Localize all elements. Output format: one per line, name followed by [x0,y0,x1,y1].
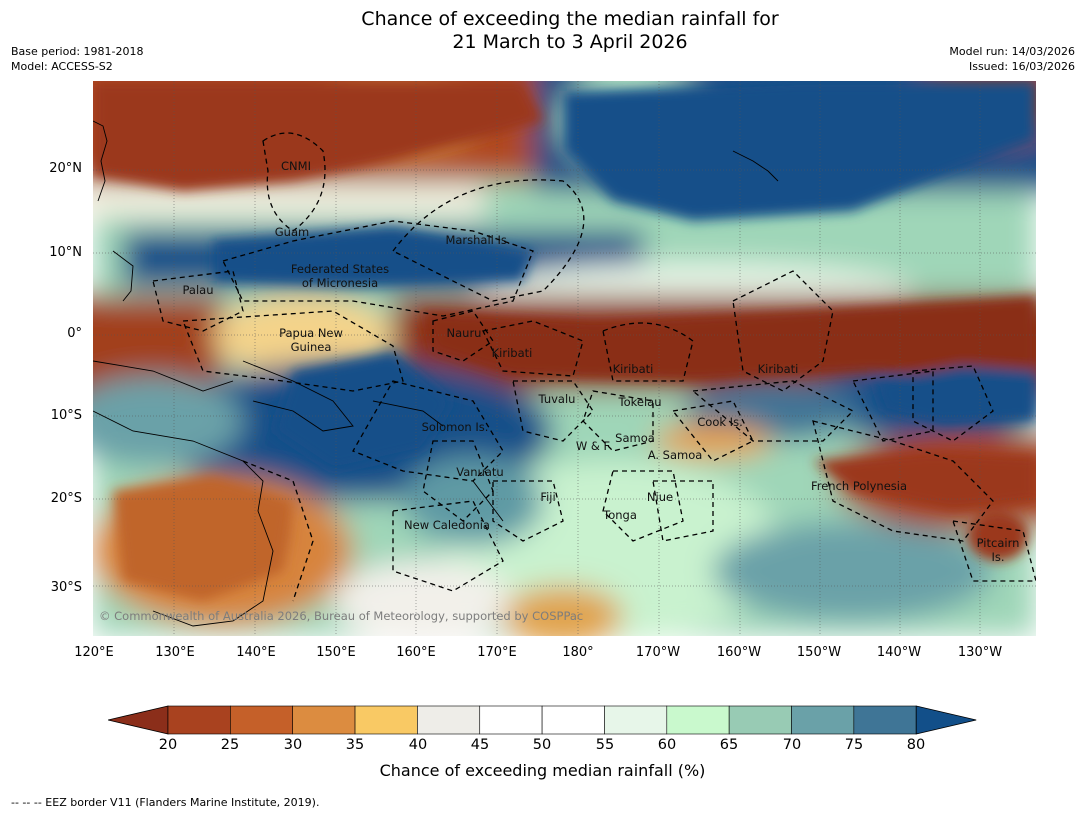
colorbar-segment [728,705,792,735]
label-marshall: Marshall Is. [445,233,511,247]
colorbar-segment [666,705,730,735]
label-png-line1: Papua New [279,326,343,340]
label-kiribati-east: Kiribati [757,362,799,376]
model-name: Model: ACCESS-S2 [11,60,113,73]
cb-tick-50: 50 [532,737,552,753]
label-solomon: Solomon Is. [421,420,489,434]
cb-tick-45: 45 [470,737,490,753]
label-wf: W & F [575,439,611,453]
eez-legend-note: -- -- -- EEZ border V11 (Flanders Marine… [11,796,320,809]
cb-tick-80: 80 [906,737,926,753]
lat-label-30s: 30°S [50,580,82,595]
colorbar-segment [292,705,356,735]
colorbar-segment [541,705,605,735]
lon-label-180: 180° [562,645,594,660]
colorbar-segment [853,705,917,735]
eez-borders [152,132,1036,602]
colorbar-segment [791,705,855,735]
meta-right: Model run: 14/03/2026 Issued: 16/03/2026 [949,44,1075,74]
lat-label-0: 0° [67,326,82,341]
cb-tick-70: 70 [782,737,802,753]
label-png: Papua New Guinea [279,326,343,354]
lat-label-10n: 10°N [49,245,82,260]
label-fsm: Federated States of Micronesia [291,262,389,290]
chart-title: Chance of exceeding the median rainfall … [0,8,1085,54]
label-tuvalu: Tuvalu [538,392,576,406]
rainfall-field [93,81,1036,636]
title-line-1: Chance of exceeding the median rainfall … [361,8,779,30]
label-cnmi: CNMI [281,159,311,173]
graticule [93,81,1036,636]
colorbar-segment [167,705,231,735]
label-kiribati-central: Kiribati [612,362,654,376]
coastlines [93,120,779,627]
colorbar-segment [479,705,543,735]
label-fsm-line2: of Micronesia [301,276,379,290]
issued-date: Issued: 16/03/2026 [968,60,1075,73]
colorbar-segment [604,705,668,735]
cb-tick-40: 40 [408,737,428,753]
colorbar-segment [354,705,418,735]
label-kiribati-west: Kiribati [491,346,533,360]
label-new-caledonia: New Caledonia [404,518,490,532]
cb-tick-30: 30 [283,737,303,753]
lon-label-140e: 140°E [236,645,276,660]
lon-label-150e: 150°E [316,645,356,660]
label-pitcairn: Pitcairn Is. [977,536,1020,564]
cb-tick-20: 20 [158,737,178,753]
lon-label-160w: 160°W [716,645,762,660]
lon-label-140w: 140°W [876,645,922,660]
colorbar-segment [417,705,481,735]
label-asamoa: A. Samoa [647,448,703,462]
label-png-line2: Guinea [290,340,332,354]
base-period: Base period: 1981-2018 [11,45,144,58]
colorbar-segment [230,705,293,735]
label-fsm-line1: Federated States [290,262,390,276]
cb-tick-25: 25 [220,737,240,753]
lon-label-170e: 170°E [477,645,517,660]
copyright-notice: © Commonwealth of Australia 2026, Bureau… [99,609,584,623]
label-cook: Cook Is. [697,415,743,429]
colorbar-label: Chance of exceeding median rainfall (%) [379,761,706,780]
label-french-polynesia: French Polynesia [810,479,908,493]
label-fiji: Fiji [540,490,556,504]
cb-tick-35: 35 [345,737,365,753]
label-tokelau: Tokelau [618,395,662,409]
lon-label-130w: 130°W [957,645,1003,660]
cb-tick-55: 55 [595,737,615,753]
model-run: Model run: 14/03/2026 [949,45,1075,58]
cb-tick-60: 60 [657,737,677,753]
label-palau: Palau [182,283,214,297]
colorbar-extend-high [915,705,977,735]
lon-label-150w: 150°W [796,645,842,660]
cb-tick-75: 75 [844,737,864,753]
lon-label-170w: 170°W [635,645,681,660]
lon-label-120e: 120°E [74,645,114,660]
label-nauru: Nauru [446,326,482,340]
lat-label-20s: 20°S [50,491,82,506]
label-pitcairn-line2: Is. [991,550,1005,564]
lat-label-10s: 10°S [50,408,82,423]
meta-left: Base period: 1981-2018 Model: ACCESS-S2 [11,44,143,74]
label-guam: Guam [274,225,310,239]
label-vanuatu: Vanuatu [456,465,504,479]
label-tonga: Tonga [603,508,637,522]
lon-label-130e: 130°E [155,645,195,660]
label-pitcairn-line1: Pitcairn [976,536,1020,550]
cb-tick-65: 65 [719,737,739,753]
lat-label-20n: 20°N [49,161,82,176]
title-line-2: 21 March to 3 April 2026 [452,31,688,53]
label-niue: Niue [646,490,674,504]
rainfall-map: © Commonwealth of Australia 2026, Bureau… [93,81,1036,636]
colorbar [108,705,977,735]
lon-label-160e: 160°E [396,645,436,660]
label-samoa: Samoa [615,431,655,445]
colorbar-extend-low [108,705,169,735]
